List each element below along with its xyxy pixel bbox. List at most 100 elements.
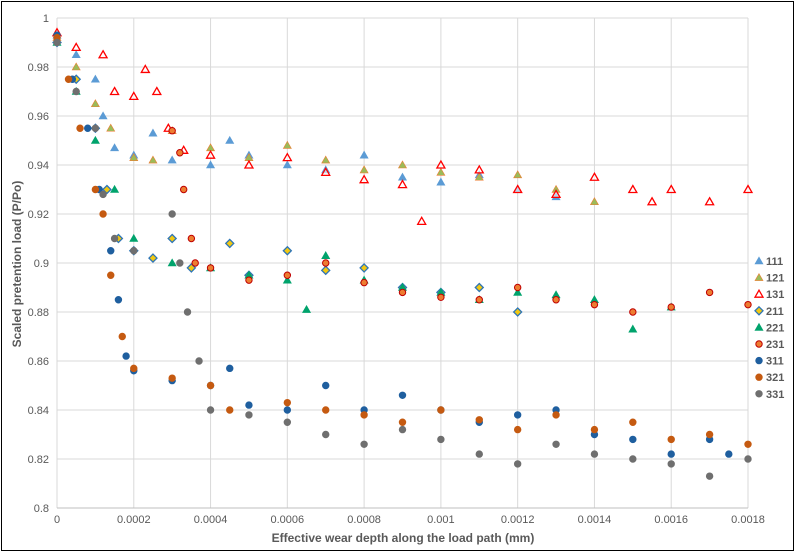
data-point: [513, 287, 523, 296]
data-point: [206, 264, 215, 272]
data-point: [744, 300, 752, 309]
data-point: [107, 247, 115, 255]
x-tick-label: 0.0008: [347, 514, 381, 526]
data-point: [98, 111, 108, 120]
x-tick-label: 0.0018: [731, 514, 765, 526]
data-point: [742, 184, 754, 194]
data-point: [552, 296, 560, 304]
data-point: [128, 91, 139, 101]
data-point: [475, 450, 483, 458]
data-point: [109, 86, 120, 96]
data-point: [513, 411, 522, 419]
x-tick-label: 0.001: [427, 514, 455, 526]
legend-label: 311: [766, 356, 784, 368]
data-point: [176, 149, 184, 157]
series-131: [51, 27, 754, 226]
data-point: [91, 185, 100, 194]
y-tick-label: 0.94: [28, 160, 49, 172]
data-point: [283, 406, 292, 414]
y-tick-label: 0.82: [28, 454, 49, 466]
data-point: [118, 332, 126, 341]
data-point: [474, 164, 485, 174]
x-tick-label: 0.0002: [117, 514, 151, 526]
data-point: [122, 352, 130, 360]
data-point: [72, 87, 80, 96]
data-point: [302, 304, 312, 313]
data-point: [552, 440, 560, 448]
data-point: [589, 197, 599, 206]
data-point: [226, 364, 234, 373]
data-point: [359, 165, 369, 174]
data-point: [168, 374, 176, 382]
data-point: [110, 184, 120, 193]
data-point: [744, 440, 752, 448]
data-point: [99, 190, 107, 199]
data-point: [90, 135, 100, 144]
data-point: [283, 398, 292, 407]
data-point: [358, 174, 370, 184]
data-point: [474, 282, 485, 293]
series-121: [52, 32, 599, 206]
data-point: [360, 440, 368, 448]
y-tick-label: 0.96: [28, 111, 49, 123]
legend-marker: [755, 356, 763, 365]
data-point: [282, 245, 293, 256]
data-point: [91, 124, 100, 132]
data-point: [283, 271, 292, 279]
data-point: [552, 411, 560, 419]
legend-label: 111: [766, 256, 783, 268]
legend-label: 321: [766, 372, 784, 384]
x-tick-label: 0.0012: [501, 514, 535, 526]
data-point: [206, 160, 216, 169]
legend-marker: [755, 373, 763, 381]
data-point: [513, 170, 523, 179]
data-point: [360, 411, 368, 419]
legend-marker: [754, 272, 764, 281]
data-point: [320, 167, 331, 177]
data-point: [590, 425, 599, 434]
data-point: [195, 357, 203, 365]
legend-marker: [753, 288, 765, 298]
data-point: [110, 143, 120, 152]
data-point: [704, 196, 715, 206]
series-231: [168, 127, 752, 316]
data-point: [705, 430, 714, 439]
data-point: [667, 450, 675, 458]
data-point: [322, 430, 330, 439]
y-axis-title: Scaled pretention load (P/Po): [10, 181, 24, 348]
y-tick-label: 0.9: [34, 258, 49, 270]
data-point: [629, 308, 637, 316]
legend-label: 211: [766, 306, 784, 318]
data-point: [667, 460, 675, 468]
data-point: [550, 189, 562, 199]
data-point: [90, 74, 100, 83]
data-point: [321, 155, 331, 164]
data-point: [84, 124, 92, 132]
data-point: [435, 159, 447, 169]
data-point: [725, 450, 733, 458]
data-point: [176, 259, 184, 267]
data-point: [437, 406, 445, 414]
x-tick-label: 0.0016: [654, 514, 688, 526]
x-tick-label: 0.0006: [271, 514, 305, 526]
data-point: [110, 234, 119, 243]
data-point: [129, 233, 139, 242]
x-tick-label: 0.0014: [578, 514, 612, 526]
data-point: [282, 275, 292, 284]
y-tick-label: 0.86: [28, 356, 49, 368]
data-point: [512, 307, 523, 317]
data-point: [168, 127, 176, 135]
data-point: [148, 253, 158, 264]
data-point: [667, 435, 675, 444]
data-point: [71, 50, 81, 59]
data-point: [167, 233, 178, 244]
legend-marker: [754, 322, 764, 331]
data-point: [206, 143, 216, 152]
data-point: [205, 149, 216, 159]
data-point: [705, 288, 714, 297]
data-point: [225, 135, 235, 144]
data-point: [191, 259, 199, 267]
data-point: [322, 381, 330, 390]
legend-marker: [755, 390, 763, 398]
data-point: [206, 406, 215, 414]
